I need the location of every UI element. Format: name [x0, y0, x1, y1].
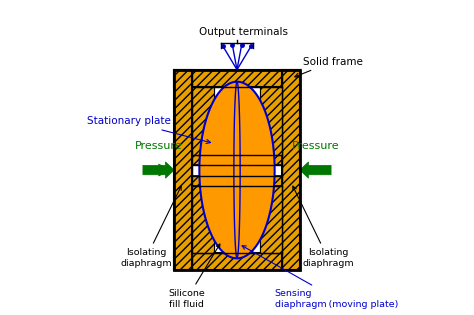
Polygon shape [174, 253, 300, 270]
Text: Pressure: Pressure [292, 140, 339, 151]
Text: Output terminals: Output terminals [199, 27, 288, 37]
Polygon shape [260, 186, 283, 253]
Polygon shape [174, 70, 191, 270]
Text: Isolating
diaphragm: Isolating diaphragm [120, 186, 181, 268]
Text: Sensing
diaphragm (moving plate): Sensing diaphragm (moving plate) [242, 246, 398, 309]
Polygon shape [200, 82, 274, 258]
Text: Solid frame: Solid frame [295, 57, 363, 77]
FancyArrow shape [143, 162, 174, 178]
Text: Stationary plate: Stationary plate [87, 117, 210, 144]
Polygon shape [260, 87, 283, 155]
Text: Isolating
diaphragm: Isolating diaphragm [293, 186, 354, 268]
Polygon shape [191, 155, 283, 164]
Polygon shape [283, 70, 300, 270]
Polygon shape [260, 87, 283, 155]
Polygon shape [260, 186, 283, 253]
Text: Pressure: Pressure [135, 140, 182, 151]
Polygon shape [234, 82, 240, 258]
Polygon shape [191, 186, 214, 253]
Polygon shape [214, 87, 260, 253]
Polygon shape [191, 186, 214, 253]
Polygon shape [191, 175, 283, 186]
Text: Silicone
fill fluid: Silicone fill fluid [168, 244, 220, 309]
Polygon shape [191, 87, 214, 155]
Polygon shape [191, 87, 214, 155]
Polygon shape [174, 70, 300, 87]
FancyArrow shape [300, 162, 331, 178]
